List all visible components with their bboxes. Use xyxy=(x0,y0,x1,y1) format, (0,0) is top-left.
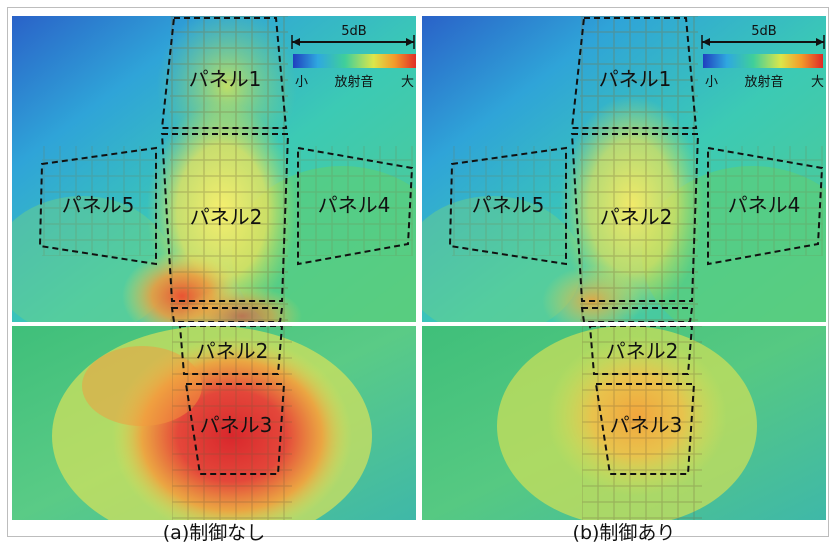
label-panel3: パネル3 xyxy=(200,413,273,437)
separator xyxy=(572,322,712,326)
panel-outline-1 xyxy=(570,17,698,129)
label-panel3: パネル3 xyxy=(610,413,683,437)
legend-middle-label: 放射音 xyxy=(334,74,373,90)
legend-color-bar xyxy=(293,54,416,68)
label-panel5: パネル5 xyxy=(472,193,545,217)
legend-color-bar xyxy=(703,54,823,68)
view-b: パネル1 パネル2 パネル4 パネル5 5dB 小 放射音 大 xyxy=(422,16,826,520)
caption-b: (b)制御あり xyxy=(572,522,676,544)
legend: 5dB 小 放射音 大 xyxy=(701,24,825,90)
panel-outline-2 xyxy=(160,133,290,302)
legend-scale-label: 5dB xyxy=(751,24,776,39)
panel-outline-2-bottom xyxy=(588,326,694,375)
label-panel4: パネル4 xyxy=(728,193,801,217)
panel-outline-5 xyxy=(38,146,157,266)
label-panel2-bottom: パネル2 xyxy=(196,339,269,363)
heatmap-top-b: パネル1 パネル2 パネル4 パネル5 5dB 小 放射音 大 xyxy=(422,16,826,322)
panel-outline-3 xyxy=(594,383,696,475)
panel-outline-2-bottom xyxy=(178,326,284,375)
label-panel2: パネル2 xyxy=(600,205,673,229)
view-a: パネル1 パネル2 パネル4 パネル5 5dB 小 放射音 大 xyxy=(12,16,416,520)
panel-outline-3 xyxy=(184,383,286,475)
label-panel5: パネル5 xyxy=(62,193,135,217)
panel-outline-2 xyxy=(570,133,700,302)
legend-min-label: 小 xyxy=(705,75,718,90)
legend-min-label: 小 xyxy=(295,75,308,90)
caption-a: (a)制御なし xyxy=(162,522,266,544)
label-panel1: パネル1 xyxy=(599,67,672,91)
legend: 5dB 小 放射音 大 xyxy=(291,24,416,90)
heatmap-top-a: パネル1 パネル2 パネル4 パネル5 5dB 小 放射音 大 xyxy=(12,16,416,322)
heatmap-bottom-a: パネル2 パネル3 xyxy=(12,326,416,520)
panel-outline-4 xyxy=(707,146,824,266)
panel-outline-4 xyxy=(297,146,414,266)
legend-max-label: 大 xyxy=(811,75,824,90)
legend-scale-label: 5dB xyxy=(341,24,366,39)
panel-outline-5 xyxy=(448,146,567,266)
legend-middle-label: 放射音 xyxy=(744,74,783,90)
panel-outline-1 xyxy=(160,17,288,129)
panel-outline-2-cut xyxy=(580,307,694,322)
panel-outline-2-cut xyxy=(170,307,284,322)
figure-frame: パネル1 パネル2 パネル4 パネル5 5dB 小 放射音 大 xyxy=(7,7,829,544)
heatmap-bottom-b: パネル2 パネル3 xyxy=(422,326,826,520)
label-panel2: パネル2 xyxy=(190,205,263,229)
label-panel2-bottom: パネル2 xyxy=(606,339,679,363)
label-panel4: パネル4 xyxy=(318,193,391,217)
separator xyxy=(162,322,302,326)
legend-max-label: 大 xyxy=(401,75,414,90)
label-panel1: パネル1 xyxy=(189,67,262,91)
